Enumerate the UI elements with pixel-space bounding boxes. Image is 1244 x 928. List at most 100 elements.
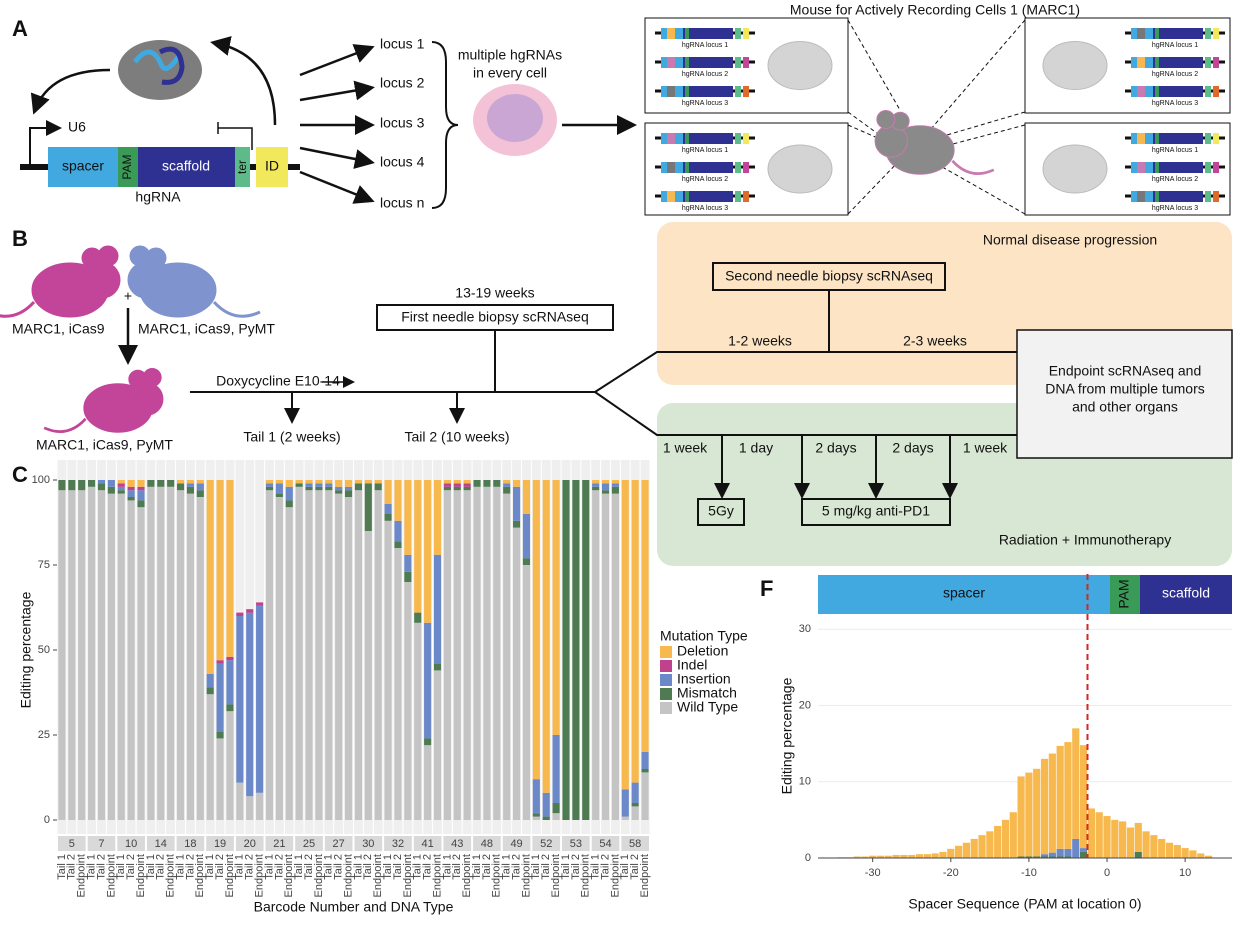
bar-segment bbox=[127, 486, 135, 491]
x-tick-label: Tail 2 bbox=[481, 854, 493, 880]
x-tick-label: Tail 2 bbox=[66, 854, 78, 880]
promoter-label: U6 bbox=[68, 119, 86, 135]
endpoint-label: and other organs bbox=[1072, 399, 1178, 415]
bar-segment bbox=[522, 558, 531, 565]
facet-strip bbox=[295, 836, 323, 851]
x-tick-label: Tail 2 bbox=[629, 854, 641, 880]
bar-segment bbox=[275, 483, 283, 494]
bar-segment bbox=[394, 480, 402, 521]
bar-segment bbox=[1173, 845, 1181, 858]
panel-label: C bbox=[12, 462, 28, 487]
bar-segment bbox=[1025, 772, 1033, 857]
bar-segment bbox=[1204, 855, 1213, 858]
bar-segment bbox=[127, 497, 135, 501]
locus-seg bbox=[667, 162, 675, 173]
locus-label: locus 1 bbox=[380, 36, 425, 52]
bar-segment bbox=[1040, 758, 1049, 855]
bar-segment bbox=[433, 670, 442, 820]
locus-label: locus n bbox=[380, 195, 424, 211]
bar-segment bbox=[869, 855, 877, 858]
bar-segment bbox=[1134, 822, 1142, 852]
bar-segment bbox=[433, 554, 442, 664]
facet-label: 30 bbox=[362, 838, 374, 850]
bar-segment bbox=[592, 480, 600, 484]
bar-segment bbox=[1033, 768, 1041, 857]
locus-seg bbox=[743, 133, 749, 144]
locus-seg bbox=[1213, 28, 1219, 39]
bar-segment bbox=[226, 711, 234, 820]
x-tick-label: Endpoint bbox=[431, 854, 443, 897]
bar-segment bbox=[503, 483, 511, 487]
bar-segment bbox=[226, 660, 234, 705]
bar-segment bbox=[601, 480, 610, 484]
bar-segment bbox=[384, 503, 392, 514]
bar-segment bbox=[592, 483, 600, 487]
x-tick-label: Endpoint bbox=[194, 854, 206, 897]
bar-segment bbox=[285, 486, 293, 501]
locus-seg bbox=[667, 191, 675, 202]
bar-segment bbox=[463, 480, 471, 484]
bar-segment bbox=[335, 480, 343, 487]
mouse-title: Mouse for Actively Recording Cells 1 (MA… bbox=[790, 2, 1080, 18]
bar-segment bbox=[88, 480, 96, 487]
bar-segment bbox=[542, 816, 550, 820]
locus-seg bbox=[667, 86, 675, 97]
panel-label: F bbox=[760, 576, 773, 601]
bar-segment bbox=[404, 582, 412, 820]
x-tick-label: Tail 1 bbox=[115, 854, 127, 880]
bar-segment bbox=[117, 493, 125, 820]
bar-segment bbox=[414, 612, 422, 623]
x-tick-label: Tail 2 bbox=[570, 854, 582, 880]
bar-segment bbox=[374, 490, 382, 820]
interval-label: 1 week bbox=[663, 440, 708, 456]
bar-segment bbox=[1142, 831, 1150, 858]
bar-segment bbox=[552, 735, 560, 803]
bar-segment bbox=[117, 490, 125, 494]
bar-segment bbox=[374, 483, 382, 491]
bar-segment bbox=[117, 486, 125, 491]
bar-segment bbox=[631, 806, 639, 820]
bar-segment bbox=[117, 483, 125, 487]
bar-segment bbox=[1040, 856, 1049, 858]
facet-label: 14 bbox=[155, 838, 167, 850]
bar-segment bbox=[315, 486, 323, 491]
bar-segment bbox=[236, 782, 244, 820]
segment-label: spacer bbox=[62, 158, 104, 174]
locus-seg bbox=[685, 86, 689, 97]
bar-segment bbox=[404, 480, 412, 555]
bar-segment bbox=[1072, 728, 1080, 839]
panel-a: U6 spacer PAM scaffold ter ID hgRNA locu… bbox=[20, 2, 1231, 216]
locus-seg bbox=[743, 57, 749, 68]
locus-seg bbox=[735, 86, 741, 97]
bar-segment bbox=[394, 520, 402, 542]
bar-segment bbox=[611, 486, 619, 494]
y-axis-title: Editing percentage bbox=[18, 591, 34, 708]
locus-small-label: hgRNA locus 2 bbox=[1152, 71, 1198, 78]
locus-seg bbox=[1205, 86, 1211, 97]
bar-segment bbox=[621, 789, 629, 817]
bar-segment bbox=[107, 486, 115, 494]
locus-seg bbox=[1155, 86, 1159, 97]
bar-segment bbox=[994, 825, 1002, 858]
bar-segment bbox=[147, 480, 155, 487]
x-tick-label: Endpoint bbox=[224, 854, 236, 897]
bar-segment bbox=[532, 480, 540, 780]
locus-seg bbox=[667, 28, 675, 39]
locus-seg bbox=[743, 28, 749, 39]
bar-segment bbox=[88, 486, 96, 820]
legend-swatch bbox=[660, 688, 672, 700]
bar-segment bbox=[621, 816, 629, 820]
bar-segment bbox=[137, 507, 145, 820]
bar-segment bbox=[433, 480, 442, 555]
legend-label: Wild Type bbox=[677, 699, 738, 715]
bar-segment bbox=[325, 490, 333, 820]
x-tick-label: Tail 1 bbox=[263, 854, 275, 880]
bar-segment bbox=[216, 660, 224, 664]
bar-segment bbox=[1165, 842, 1174, 858]
radiation-label: 5Gy bbox=[708, 503, 734, 519]
bar-segment bbox=[186, 480, 194, 484]
plus-label: + bbox=[124, 288, 132, 304]
locus-seg bbox=[1155, 191, 1159, 202]
x-tick-label: Tail 2 bbox=[244, 854, 256, 880]
bar-segment bbox=[463, 490, 471, 820]
